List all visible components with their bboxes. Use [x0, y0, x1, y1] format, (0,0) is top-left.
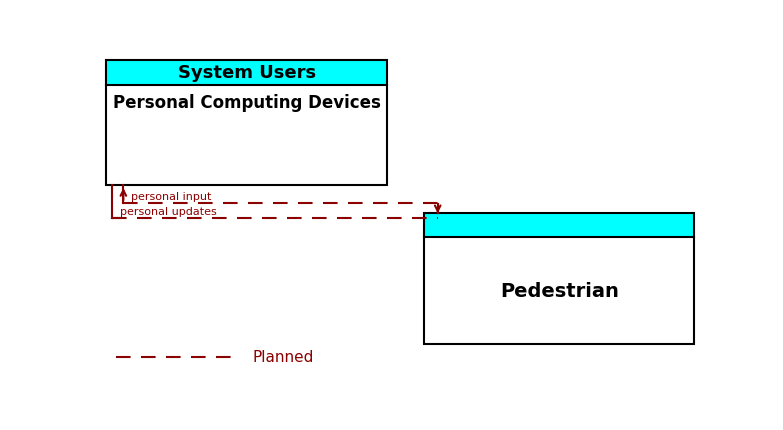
- Text: personal updates: personal updates: [120, 206, 216, 216]
- Bar: [424, 214, 695, 238]
- Text: Personal Computing Devices: Personal Computing Devices: [113, 94, 381, 112]
- Text: personal input: personal input: [131, 191, 211, 201]
- Text: Planned: Planned: [253, 350, 314, 364]
- Bar: [106, 61, 388, 86]
- Text: Pedestrian: Pedestrian: [500, 282, 619, 301]
- Bar: [424, 214, 695, 344]
- Bar: [106, 61, 388, 186]
- Text: System Users: System Users: [178, 64, 316, 82]
